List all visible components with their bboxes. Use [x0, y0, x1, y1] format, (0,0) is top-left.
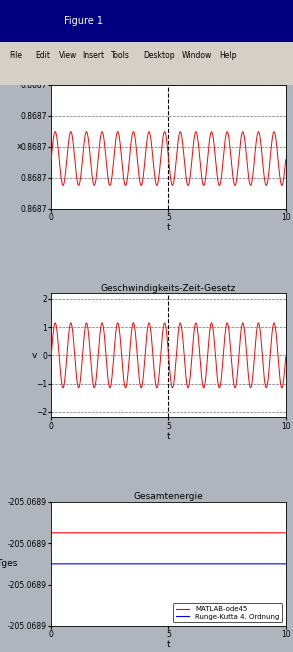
- Text: Edit: Edit: [35, 51, 50, 60]
- MATLAB-ode45: [279, 529, 283, 537]
- Legend: MATLAB-ode45, Runge-Kutta 4. Ordnung: MATLAB-ode45, Runge-Kutta 4. Ordnung: [173, 603, 282, 623]
- MATLAB-ode45: [90, 529, 94, 537]
- Text: Insert: Insert: [82, 51, 104, 60]
- Title: Weg-Zeit-Gesetz: Weg-Zeit-Gesetz: [131, 75, 206, 84]
- MATLAB-ode45: [50, 529, 53, 537]
- Title: Geschwindigkeits-Zeit-Gesetz: Geschwindigkeits-Zeit-Gesetz: [101, 284, 236, 293]
- X-axis label: t: t: [167, 224, 170, 232]
- MATLAB-ode45: [76, 529, 80, 537]
- Runge-Kutta 4. Ordnung: [139, 560, 143, 568]
- Runge-Kutta 4. Ordnung: [50, 560, 53, 568]
- Text: Figure 1: Figure 1: [64, 16, 103, 26]
- Runge-Kutta 4. Ordnung: [90, 560, 94, 568]
- Y-axis label: x: x: [16, 142, 22, 151]
- Runge-Kutta 4. Ordnung: [254, 560, 258, 568]
- X-axis label: t: t: [167, 432, 170, 441]
- Runge-Kutta 4. Ordnung: [76, 560, 80, 568]
- Y-axis label: Tges: Tges: [0, 559, 17, 569]
- Title: Gesamtenergie: Gesamtenergie: [134, 492, 203, 501]
- MATLAB-ode45: [149, 529, 153, 537]
- Runge-Kutta 4. Ordnung: [284, 560, 287, 568]
- Y-axis label: v: v: [32, 351, 37, 360]
- Text: Window: Window: [182, 51, 212, 60]
- Runge-Kutta 4. Ordnung: [279, 560, 283, 568]
- Text: Help: Help: [220, 51, 237, 60]
- MATLAB-ode45: [284, 529, 287, 537]
- X-axis label: t: t: [167, 640, 170, 649]
- Text: Desktop: Desktop: [144, 51, 175, 60]
- Runge-Kutta 4. Ordnung: [149, 560, 153, 568]
- Text: Tools: Tools: [111, 51, 130, 60]
- MATLAB-ode45: [139, 529, 143, 537]
- Text: File: File: [9, 51, 22, 60]
- Text: View: View: [59, 51, 77, 60]
- MATLAB-ode45: [254, 529, 258, 537]
